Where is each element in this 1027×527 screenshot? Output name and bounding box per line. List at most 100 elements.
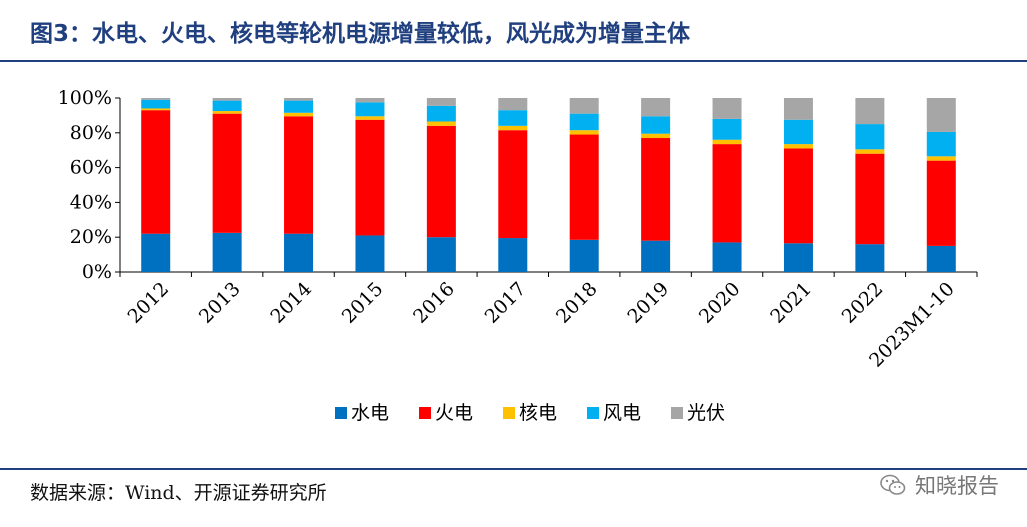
bar-segment-风电 <box>284 100 314 113</box>
bar-segment-核电 <box>498 125 528 131</box>
bar-segment-风电 <box>783 119 813 145</box>
x-tick-label: 2013 <box>195 278 245 328</box>
bar-segment-水电 <box>712 242 742 272</box>
bar-segment-风电 <box>569 113 599 131</box>
bar-segment-光伏 <box>355 98 385 103</box>
x-tick-label: 2019 <box>623 278 673 328</box>
bar-segment-光伏 <box>926 98 956 132</box>
bar-segment-光伏 <box>498 98 528 111</box>
bar-segment-核电 <box>212 111 242 114</box>
bar-segment-风电 <box>355 102 385 117</box>
legend-label: 核电 <box>519 402 557 424</box>
bar-segment-核电 <box>783 144 813 149</box>
bar-segment-火电 <box>641 138 671 241</box>
x-tick-label: 2012 <box>123 278 173 328</box>
x-tick-label: 2017 <box>481 278 531 328</box>
bar-segment-光伏 <box>855 98 885 125</box>
bar-segment-光伏 <box>712 98 742 119</box>
bar-segment-火电 <box>498 130 528 239</box>
watermark: 知晓报告 <box>879 470 999 500</box>
bar-segment-核电 <box>712 139 742 145</box>
legend-swatch <box>335 407 347 419</box>
bar-segment-水电 <box>426 237 456 272</box>
bar-segment-风电 <box>498 110 528 126</box>
bar-segment-核电 <box>855 149 885 154</box>
bar-segment-火电 <box>355 119 385 236</box>
bar-segment-水电 <box>569 239 599 272</box>
bar-segment-风电 <box>926 131 956 157</box>
bar-segment-水电 <box>641 240 671 272</box>
footer-rule <box>0 468 1027 470</box>
bar-segment-风电 <box>212 100 242 112</box>
bar-segment-火电 <box>926 160 956 246</box>
bar-segment-核电 <box>141 108 171 111</box>
source-note: 数据来源：Wind、开源证券研究所 <box>30 482 327 504</box>
bar-segment-火电 <box>141 110 171 234</box>
bar-segment-核电 <box>355 116 385 120</box>
bar-segment-光伏 <box>569 98 599 114</box>
legend-swatch <box>671 407 683 419</box>
bar-segment-核电 <box>926 156 956 161</box>
bar-segment-光伏 <box>141 98 171 100</box>
bar-segment-水电 <box>141 233 171 272</box>
bar-segment-核电 <box>284 112 314 117</box>
bar-segment-水电 <box>855 244 885 272</box>
legend-swatch <box>503 407 515 419</box>
bar-segment-核电 <box>569 130 599 135</box>
bar-segment-火电 <box>855 153 885 245</box>
legend-swatch <box>587 407 599 419</box>
y-tick-label: 60% <box>70 157 112 179</box>
watermark-text: 知晓报告 <box>915 474 999 498</box>
legend-swatch <box>419 407 431 419</box>
bar-segment-火电 <box>284 116 314 234</box>
bar-segment-水电 <box>783 243 813 272</box>
bars <box>141 98 956 272</box>
bar-segment-风电 <box>641 116 671 134</box>
x-tick-label: 2016 <box>409 278 459 328</box>
bar-segment-火电 <box>212 113 242 233</box>
bar-segment-水电 <box>926 245 956 272</box>
x-tick-label: 2018 <box>552 278 602 328</box>
bar-segment-风电 <box>141 99 171 109</box>
legend-label: 水电 <box>351 402 389 424</box>
bar-segment-火电 <box>426 125 456 238</box>
bar-segment-风电 <box>426 105 456 122</box>
x-tick-label: 2022 <box>838 278 888 328</box>
bar-segment-光伏 <box>641 98 671 117</box>
bar-segment-风电 <box>712 118 742 140</box>
axes <box>115 97 978 277</box>
bar-segment-光伏 <box>426 98 456 106</box>
bar-segment-水电 <box>212 232 242 272</box>
bar-segment-水电 <box>284 233 314 272</box>
x-tick-label: 2015 <box>338 278 388 328</box>
legend: 水电 火电 核电 风电 光伏 <box>335 402 725 424</box>
title-rule <box>0 60 1027 62</box>
bar-segment-火电 <box>783 148 813 244</box>
y-tick-label: 40% <box>70 191 112 213</box>
bar-segment-光伏 <box>284 98 314 101</box>
y-tick-label: 20% <box>70 226 112 248</box>
chart-title: 图3：水电、火电、核电等轮机电源增量较低，风光成为增量主体 <box>30 21 691 47</box>
bar-segment-火电 <box>712 144 742 243</box>
legend-label: 光伏 <box>687 402 725 424</box>
bar-segment-核电 <box>641 133 671 139</box>
stacked-bar-chart: 0%20%40%60%80%100% 2012 2013 2014 2015 2016 2… <box>58 87 978 424</box>
bar-segment-光伏 <box>783 98 813 120</box>
bar-segment-水电 <box>355 235 385 272</box>
wechat-icon <box>880 474 906 495</box>
x-tick-label: 2020 <box>695 278 745 328</box>
x-tick-label: 2014 <box>266 278 316 328</box>
bar-segment-风电 <box>855 124 885 150</box>
x-tick-label: 2021 <box>766 278 816 328</box>
y-tick-label: 0% <box>82 261 112 283</box>
bar-segment-火电 <box>569 134 599 240</box>
y-tick-label: 100% <box>58 87 112 109</box>
bar-segment-光伏 <box>212 98 242 101</box>
legend-label: 火电 <box>435 402 473 424</box>
bar-segment-水电 <box>498 238 528 272</box>
y-tick-labels: 0% 20% 40% 60% 80% 100% <box>58 87 112 283</box>
y-tick-label: 80% <box>70 122 112 144</box>
legend-label: 风电 <box>603 402 641 424</box>
x-tick-labels: 2012 2013 2014 2015 2016 2017 2018 2019 2020 2021… <box>123 278 958 372</box>
bar-segment-核电 <box>426 121 456 126</box>
